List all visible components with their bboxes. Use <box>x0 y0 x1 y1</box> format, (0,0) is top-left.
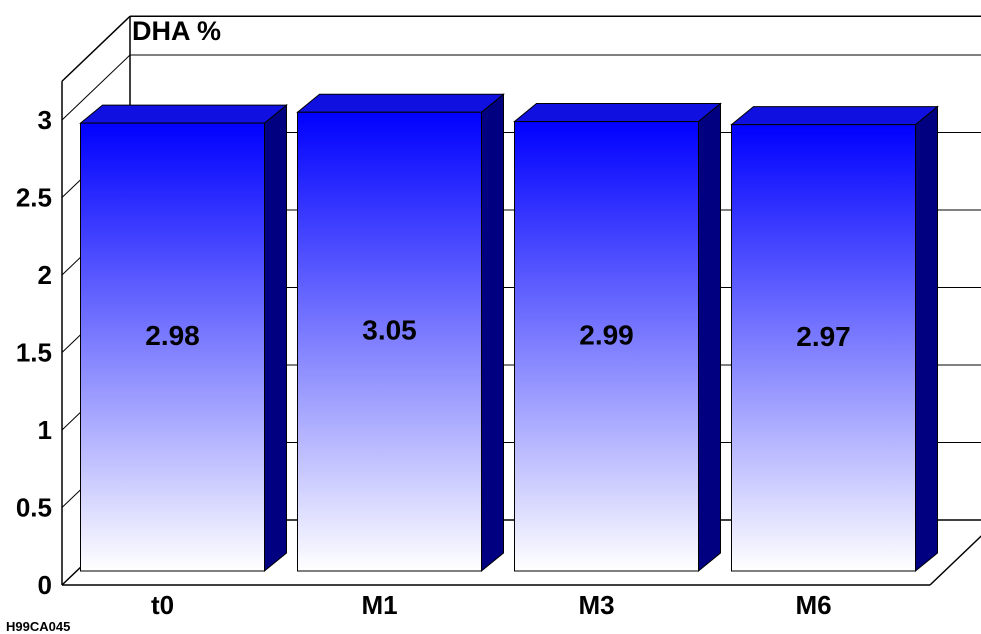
bar-t0: 2.98 <box>79 104 288 573</box>
bar-top <box>79 104 288 124</box>
bar-M6: 2.97 <box>730 105 939 573</box>
bar-top <box>730 106 939 126</box>
x-category-label: M6 <box>795 590 831 620</box>
bars: 2.98 3.05 2.99 2.97 <box>79 93 939 573</box>
y-tick-label: 0 <box>38 570 52 600</box>
bar-top <box>513 103 722 123</box>
bar-M1: 3.05 <box>296 93 505 573</box>
x-category-label: M1 <box>361 590 397 620</box>
chart-footnote: H99CA045 <box>6 619 70 634</box>
bar-value-label: 2.99 <box>579 319 634 350</box>
bar-front <box>80 122 265 572</box>
bar-front <box>514 121 699 572</box>
gridline-depth <box>61 54 131 121</box>
bar-top <box>296 93 505 113</box>
bar-side <box>264 104 287 573</box>
x-category-label: t0 <box>151 590 174 620</box>
chart-title: DHA % <box>132 16 221 46</box>
y-tick-label: 0.5 <box>16 493 52 523</box>
bar-side <box>915 105 938 573</box>
y-axis-tick-labels: 0 0.5 1 1.5 2 2.5 3 <box>16 105 52 600</box>
bar-value-label: 2.97 <box>796 321 851 352</box>
y-tick-label: 2 <box>38 260 52 290</box>
y-tick-label: 3 <box>38 105 52 135</box>
bar-value-label: 3.05 <box>362 315 417 346</box>
y-tick-label: 1.5 <box>16 338 52 368</box>
x-category-label: M3 <box>578 590 614 620</box>
bar-side <box>481 93 504 573</box>
bar-front <box>297 111 482 572</box>
bar-M3: 2.99 <box>513 102 722 573</box>
y-tick-label: 1 <box>38 415 52 445</box>
x-axis-category-labels: t0 M1 M3 M6 <box>151 590 832 620</box>
bar-value-label: 2.98 <box>145 320 200 351</box>
bar-side <box>698 102 721 573</box>
bar-front <box>731 124 916 572</box>
y-tick-label: 2.5 <box>16 183 52 213</box>
